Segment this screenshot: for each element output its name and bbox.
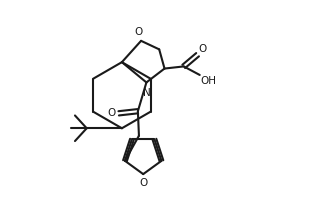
Text: OH: OH xyxy=(201,76,217,86)
Text: O: O xyxy=(135,27,143,37)
Text: O: O xyxy=(107,108,115,118)
Text: N: N xyxy=(143,88,150,98)
Text: O: O xyxy=(139,178,147,188)
Text: O: O xyxy=(199,44,207,54)
